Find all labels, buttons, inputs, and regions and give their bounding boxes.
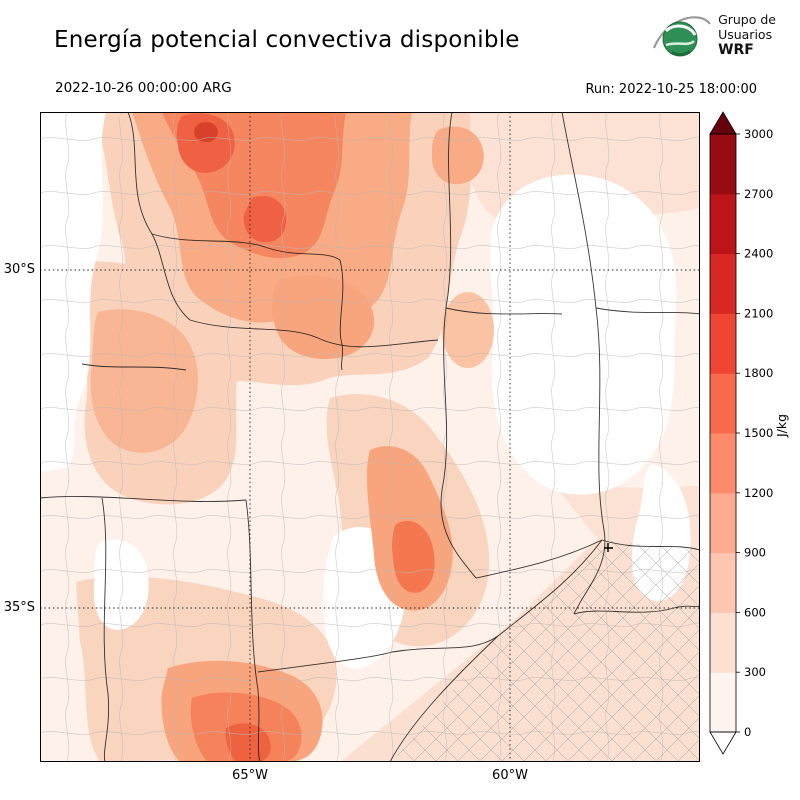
globe-icon [653,16,711,57]
colorbar-tick-label: 2400 [744,247,773,261]
colorbar-segment [710,492,736,554]
colorbar-tick-label: 2100 [744,306,773,320]
page-title: Energía potencial convectiva disponible [54,27,520,53]
gridlines [40,112,700,762]
run-time-label: Run: 2022-10-25 18:00:00 [585,82,757,97]
colorbar-segment [710,612,736,673]
city-marker [604,543,613,552]
wrf-logo: Grupo de Usuarios WRF [650,8,776,64]
colorbar-tick-label: 1500 [744,426,773,440]
map-frame [40,112,700,762]
cape-map [40,112,700,762]
colorbar-tick-label: 2700 [744,187,773,201]
colorbar-segment [710,433,736,494]
logo-text: Grupo de Usuarios WRF [718,11,776,59]
colorbar-segment [710,193,736,255]
colorbar-segment [710,253,736,314]
province-boundaries [40,112,700,762]
colorbar-tick-label: 300 [744,665,766,679]
logo-line-3: WRF [718,42,754,59]
logo-line-1: Grupo de [718,11,776,27]
colorbar-tick-label: 900 [744,546,766,560]
colorbar-tick-label: 600 [744,605,766,619]
colorbar-tick-label: 1200 [744,486,773,500]
colorbar-segment [710,313,736,374]
logo-line-2: Usuarios [718,26,773,42]
colorbar-segment [710,552,736,613]
colorbar-tick-label: 3000 [744,127,773,141]
valid-time-label: 2022-10-26 00:00:00 ARG [55,80,232,96]
department-boundaries [40,112,700,762]
colorbar-tick-label: 0 [744,725,751,739]
lat-label-35s: 35°S [3,600,35,615]
lon-label-65w: 65°W [232,768,268,783]
lat-label-30s: 30°S [3,262,35,277]
colorbar-unit-label: J/kg [774,413,790,438]
colorbar-tick-label: 1800 [744,366,773,380]
lon-label-60w: 60°W [492,768,528,783]
colorbar-upper-arrow [709,111,737,135]
colorbar-lower-arrow [709,731,737,755]
colorbar-segment [710,134,736,195]
map-area [40,112,700,762]
colorbar-segment [710,672,736,733]
colorbar-segment [710,373,736,434]
colorbar: 0 300 600 900 1200 1500 1800 2100 2400 2700 3000 [709,111,773,755]
